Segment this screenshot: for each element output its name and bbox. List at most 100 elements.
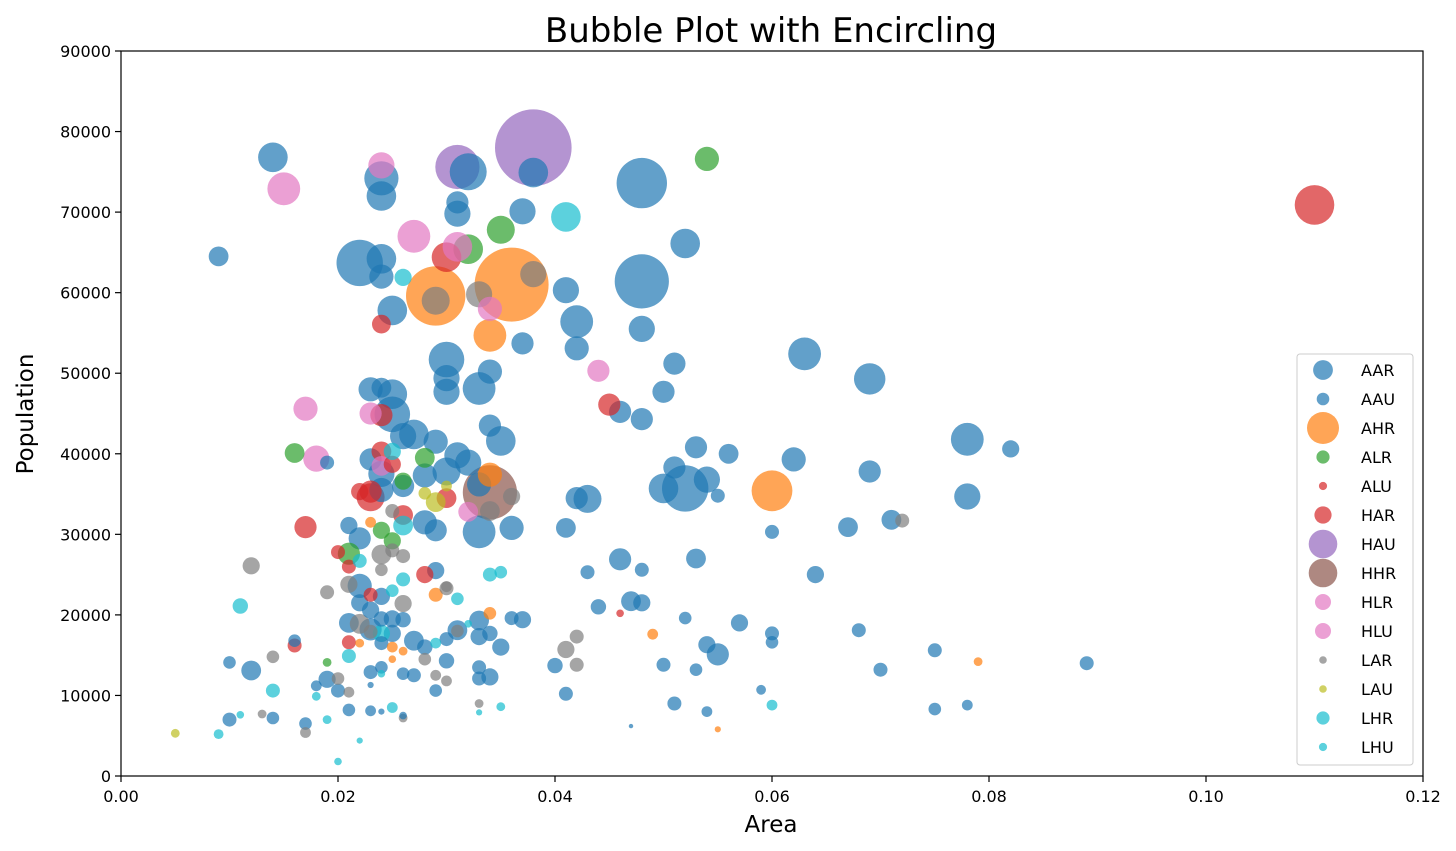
data-point-aar: [439, 632, 454, 647]
data-point-lhu: [464, 620, 473, 628]
data-point-aar: [310, 680, 322, 692]
data-point-aar: [616, 157, 667, 209]
data-point-lhr: [386, 584, 399, 597]
y-tick-label: 90000: [60, 42, 111, 61]
data-point-lar: [242, 557, 260, 575]
legend-marker-aau: [1316, 392, 1330, 406]
data-point-har: [341, 559, 356, 574]
data-point-lhu: [334, 757, 342, 766]
data-point-ahr: [483, 607, 497, 620]
legend-marker-ahr: [1307, 412, 1339, 444]
data-point-aar: [223, 656, 236, 669]
legend-label-hau: HAU: [1361, 535, 1396, 554]
data-point-aar: [366, 181, 397, 211]
data-point-aar: [701, 706, 713, 717]
data-point-lau: [418, 487, 432, 500]
data-point-lar: [331, 672, 345, 685]
data-point-lhu: [213, 729, 224, 739]
data-point-aar: [788, 337, 821, 371]
data-point-lhr: [232, 598, 248, 614]
data-point-aar: [656, 657, 671, 672]
data-point-aar: [509, 198, 536, 225]
data-point-lar: [300, 727, 311, 738]
data-point-aar: [472, 660, 487, 675]
data-point-aar: [609, 548, 632, 571]
data-point-aar: [423, 429, 448, 454]
data-point-lar: [266, 650, 280, 664]
y-tick-label: 40000: [60, 445, 111, 464]
y-tick-label: 60000: [60, 284, 111, 303]
legend-label-lau: LAU: [1361, 680, 1393, 699]
data-point-lar: [474, 699, 484, 708]
data-point-aau: [367, 681, 374, 689]
x-tick-label: 0.08: [971, 787, 1007, 806]
data-point-aar: [518, 157, 549, 188]
data-point-lar: [385, 504, 400, 518]
data-point-lhu: [377, 669, 386, 678]
data-point-har: [341, 635, 356, 650]
data-point-aar: [428, 341, 465, 378]
data-point-lar: [441, 675, 452, 687]
data-point-lhr: [396, 572, 411, 587]
data-point-aar: [320, 455, 335, 470]
data-point-aar: [560, 305, 594, 339]
data-point-aar: [590, 599, 607, 615]
data-point-aar: [756, 684, 766, 695]
data-point-har: [372, 314, 391, 334]
data-point-hau: [495, 109, 572, 186]
data-point-aar: [390, 423, 417, 450]
data-point-hlr: [587, 359, 610, 382]
data-point-aar: [371, 377, 392, 398]
points-layer: [170, 109, 1335, 766]
data-point-aar: [633, 594, 651, 612]
data-point-aar: [838, 517, 858, 537]
data-point-aar: [478, 414, 501, 437]
data-point-har: [363, 587, 378, 602]
data-point-aar: [446, 191, 469, 214]
y-axis-title: Population: [13, 354, 39, 475]
data-point-lar: [320, 585, 335, 600]
data-point-lhu: [322, 715, 332, 724]
data-point-lar: [441, 581, 452, 593]
data-point-lhu: [476, 709, 483, 716]
data-point-lar: [363, 624, 378, 639]
data-point-aar: [492, 638, 510, 656]
data-point-aar: [630, 408, 653, 431]
data-point-aar: [881, 509, 902, 530]
data-point-aar: [652, 380, 675, 403]
legend-marker-alu: [1318, 481, 1328, 491]
data-point-aar: [765, 636, 779, 649]
data-point-aar: [481, 668, 499, 686]
data-point-ahr: [388, 655, 397, 663]
data-point-aar: [373, 611, 390, 627]
data-point-aar: [482, 625, 498, 642]
data-point-aau: [628, 723, 634, 729]
x-axis: 0.00 0.02 0.04 0.06 0.08 0.10 0.12: [103, 776, 1441, 806]
data-point-lar: [394, 595, 412, 613]
data-point-aar: [342, 703, 356, 717]
data-point-aar: [406, 668, 421, 683]
data-point-hlr: [293, 396, 318, 421]
data-point-lhr: [451, 592, 464, 606]
data-point-lar: [430, 669, 442, 681]
data-point-aar: [580, 565, 595, 580]
legend-label-hlu: HLU: [1361, 622, 1393, 641]
legend-marker-lar: [1319, 656, 1327, 664]
data-point-lhr: [766, 699, 778, 711]
data-point-alr: [694, 146, 720, 171]
data-point-aar: [950, 422, 984, 456]
data-point-aar: [417, 639, 433, 655]
data-point-aar: [438, 653, 455, 669]
data-point-aar: [363, 665, 378, 680]
data-point-hlr: [477, 296, 502, 321]
x-tick-label: 0.04: [537, 787, 573, 806]
data-point-aar: [412, 463, 437, 488]
legend-marker-lhu: [1318, 742, 1328, 752]
legend-label-lhu: LHU: [1361, 738, 1394, 757]
data-point-aar: [375, 661, 388, 674]
data-point-lar: [396, 549, 411, 564]
data-point-ahr: [398, 646, 408, 656]
y-tick-label: 70000: [60, 203, 111, 222]
data-point-lar: [569, 657, 584, 672]
legend-label-hhr: HHR: [1361, 564, 1396, 583]
